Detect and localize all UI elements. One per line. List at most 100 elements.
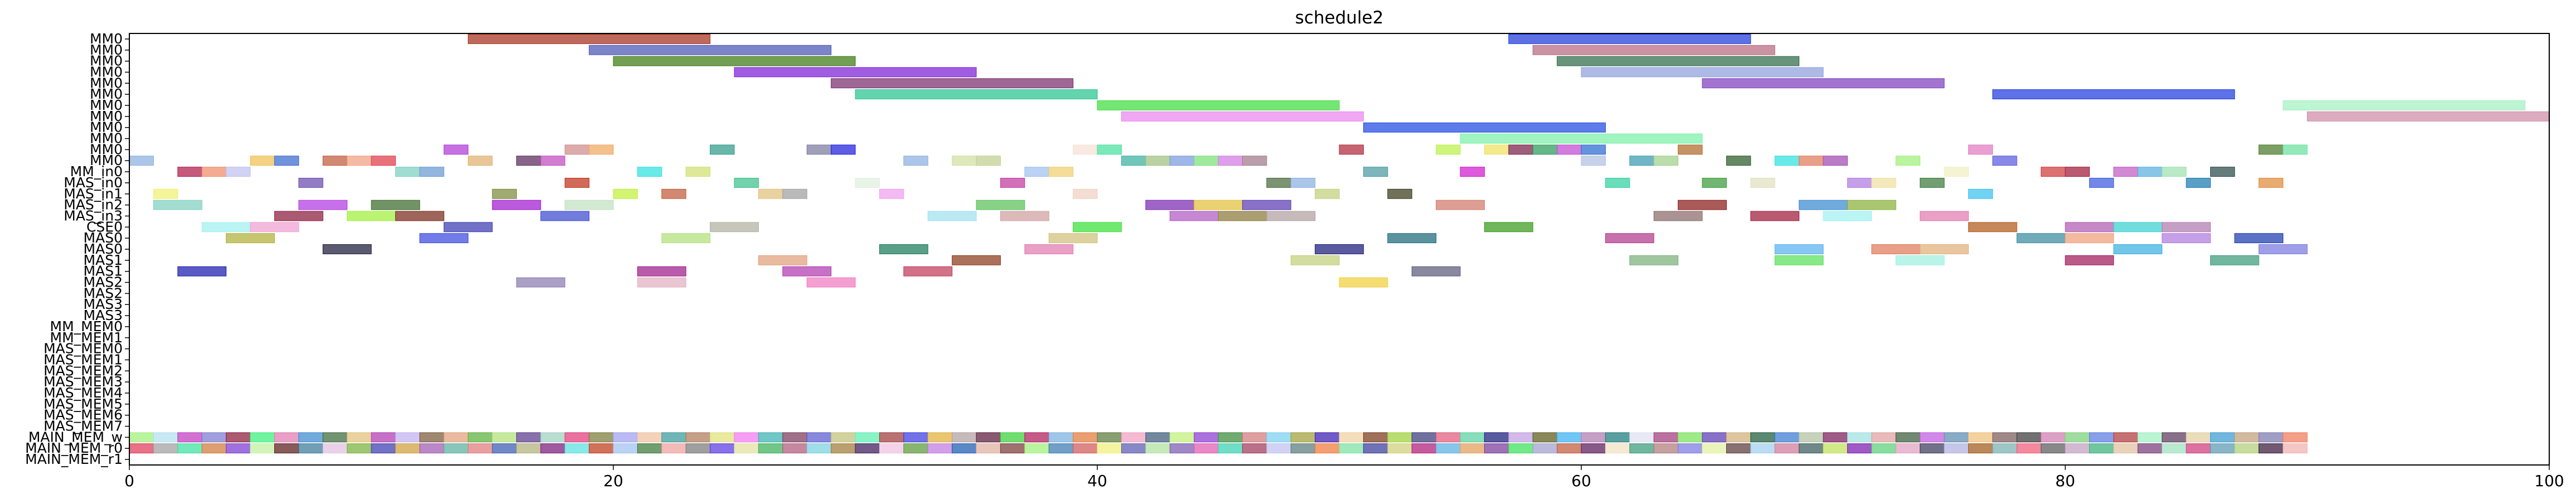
task-bar bbox=[2065, 432, 2090, 443]
task-bar bbox=[1387, 233, 1437, 244]
task-bar bbox=[2283, 443, 2308, 454]
task-bar bbox=[1000, 177, 1025, 188]
y-tick-label: MAS_MEM2 bbox=[43, 362, 123, 379]
task-bar bbox=[540, 443, 565, 454]
task-bar bbox=[758, 255, 807, 265]
task-bar bbox=[1847, 177, 1872, 188]
task-bar bbox=[1097, 443, 1122, 454]
task-bar bbox=[1436, 443, 1461, 454]
task-bar bbox=[1823, 443, 1848, 454]
task-bar bbox=[419, 233, 469, 244]
task-bar bbox=[1799, 432, 1824, 443]
task-bar bbox=[1968, 443, 1993, 454]
axes-layer: MM0MM0MM0MM0MM0MM0MM0MM0MM0MM0MM0MM0MM_i… bbox=[25, 31, 2564, 490]
y-tick-label: MM0 bbox=[90, 31, 123, 47]
task-bar bbox=[661, 432, 686, 443]
task-bar bbox=[2016, 443, 2042, 454]
task-bar bbox=[613, 188, 638, 199]
task-bar bbox=[1726, 156, 1751, 166]
task-bar bbox=[1242, 156, 1267, 166]
task-bar bbox=[395, 167, 420, 177]
y-tick-label: MAS_in0 bbox=[64, 175, 123, 191]
task-bar bbox=[1266, 432, 1291, 443]
y-tick-label: MAS0 bbox=[84, 230, 123, 246]
task-bar bbox=[1000, 432, 1025, 443]
task-bar bbox=[1653, 443, 1679, 454]
y-tick-label: MAIN_MEM_r0 bbox=[25, 440, 123, 456]
task-bar bbox=[782, 188, 807, 199]
task-bar bbox=[1557, 443, 1582, 454]
task-bar bbox=[1847, 443, 1872, 454]
task-bar bbox=[516, 432, 541, 443]
task-bar bbox=[2258, 244, 2308, 254]
task-bar bbox=[1702, 443, 1727, 454]
task-bar bbox=[1605, 233, 1654, 244]
task-bar bbox=[2137, 443, 2163, 454]
task-bar bbox=[1920, 443, 1945, 454]
task-bar bbox=[1581, 144, 1606, 155]
task-bar bbox=[806, 443, 832, 454]
task-bar bbox=[1508, 443, 1533, 454]
task-bar bbox=[371, 432, 396, 443]
y-tick-label: MAS3 bbox=[84, 307, 123, 323]
task-bar bbox=[1339, 277, 1388, 288]
task-bar bbox=[2162, 443, 2187, 454]
task-bar bbox=[177, 443, 202, 454]
task-bar bbox=[1242, 432, 1267, 443]
task-bar bbox=[806, 432, 832, 443]
task-bar bbox=[1290, 177, 1316, 188]
task-bar bbox=[927, 211, 977, 221]
task-bar bbox=[2113, 244, 2163, 254]
task-bar bbox=[347, 432, 372, 443]
y-tick-label: MM0 bbox=[90, 119, 123, 135]
task-bar bbox=[274, 211, 323, 221]
task-bar bbox=[298, 200, 348, 210]
task-bar bbox=[1871, 244, 1921, 254]
task-bar bbox=[710, 144, 735, 155]
task-bar bbox=[1895, 443, 1921, 454]
task-bar bbox=[1169, 156, 1195, 166]
task-bar bbox=[371, 156, 396, 166]
task-bar bbox=[613, 443, 638, 454]
task-bar bbox=[1387, 188, 1412, 199]
task-bar bbox=[806, 277, 856, 288]
task-bar bbox=[2016, 233, 2066, 244]
task-bar bbox=[177, 432, 202, 443]
task-bar bbox=[1097, 144, 1122, 155]
task-bar bbox=[201, 432, 227, 443]
task-bar bbox=[298, 432, 323, 443]
task-bar bbox=[443, 144, 469, 155]
task-bar bbox=[1508, 33, 1751, 44]
task-bar bbox=[1048, 167, 1074, 177]
task-bar bbox=[2234, 443, 2259, 454]
task-bar bbox=[855, 443, 880, 454]
task-bar bbox=[1799, 156, 1824, 166]
y-tick-label: MM0 bbox=[90, 42, 123, 58]
task-bar bbox=[952, 432, 977, 443]
task-bar bbox=[2162, 167, 2187, 177]
task-bar bbox=[322, 156, 348, 166]
task-bar bbox=[1750, 432, 1775, 443]
y-tick-label: MAS_MEM6 bbox=[43, 407, 123, 423]
task-bar bbox=[1315, 432, 1340, 443]
task-bar bbox=[2137, 167, 2163, 177]
task-bar bbox=[1363, 432, 1388, 443]
task-bar bbox=[1629, 432, 1654, 443]
task-bar bbox=[1218, 443, 1243, 454]
task-bar bbox=[1024, 167, 1049, 177]
task-bar bbox=[516, 443, 541, 454]
task-bar bbox=[1992, 443, 2017, 454]
task-bar bbox=[1073, 443, 1098, 454]
task-bar bbox=[395, 443, 420, 454]
task-bar bbox=[589, 443, 614, 454]
task-bar bbox=[1774, 432, 1800, 443]
task-bar bbox=[1339, 144, 1364, 155]
task-bar bbox=[1968, 432, 1993, 443]
task-bar bbox=[879, 244, 928, 254]
y-tick-label: MM_MEM0 bbox=[50, 318, 123, 335]
task-bar bbox=[1315, 443, 1340, 454]
y-tick-label: MAS1 bbox=[84, 252, 123, 268]
task-bar bbox=[371, 200, 420, 210]
y-tick-label: MAS_MEM0 bbox=[43, 341, 123, 357]
task-bar bbox=[1194, 200, 1243, 210]
